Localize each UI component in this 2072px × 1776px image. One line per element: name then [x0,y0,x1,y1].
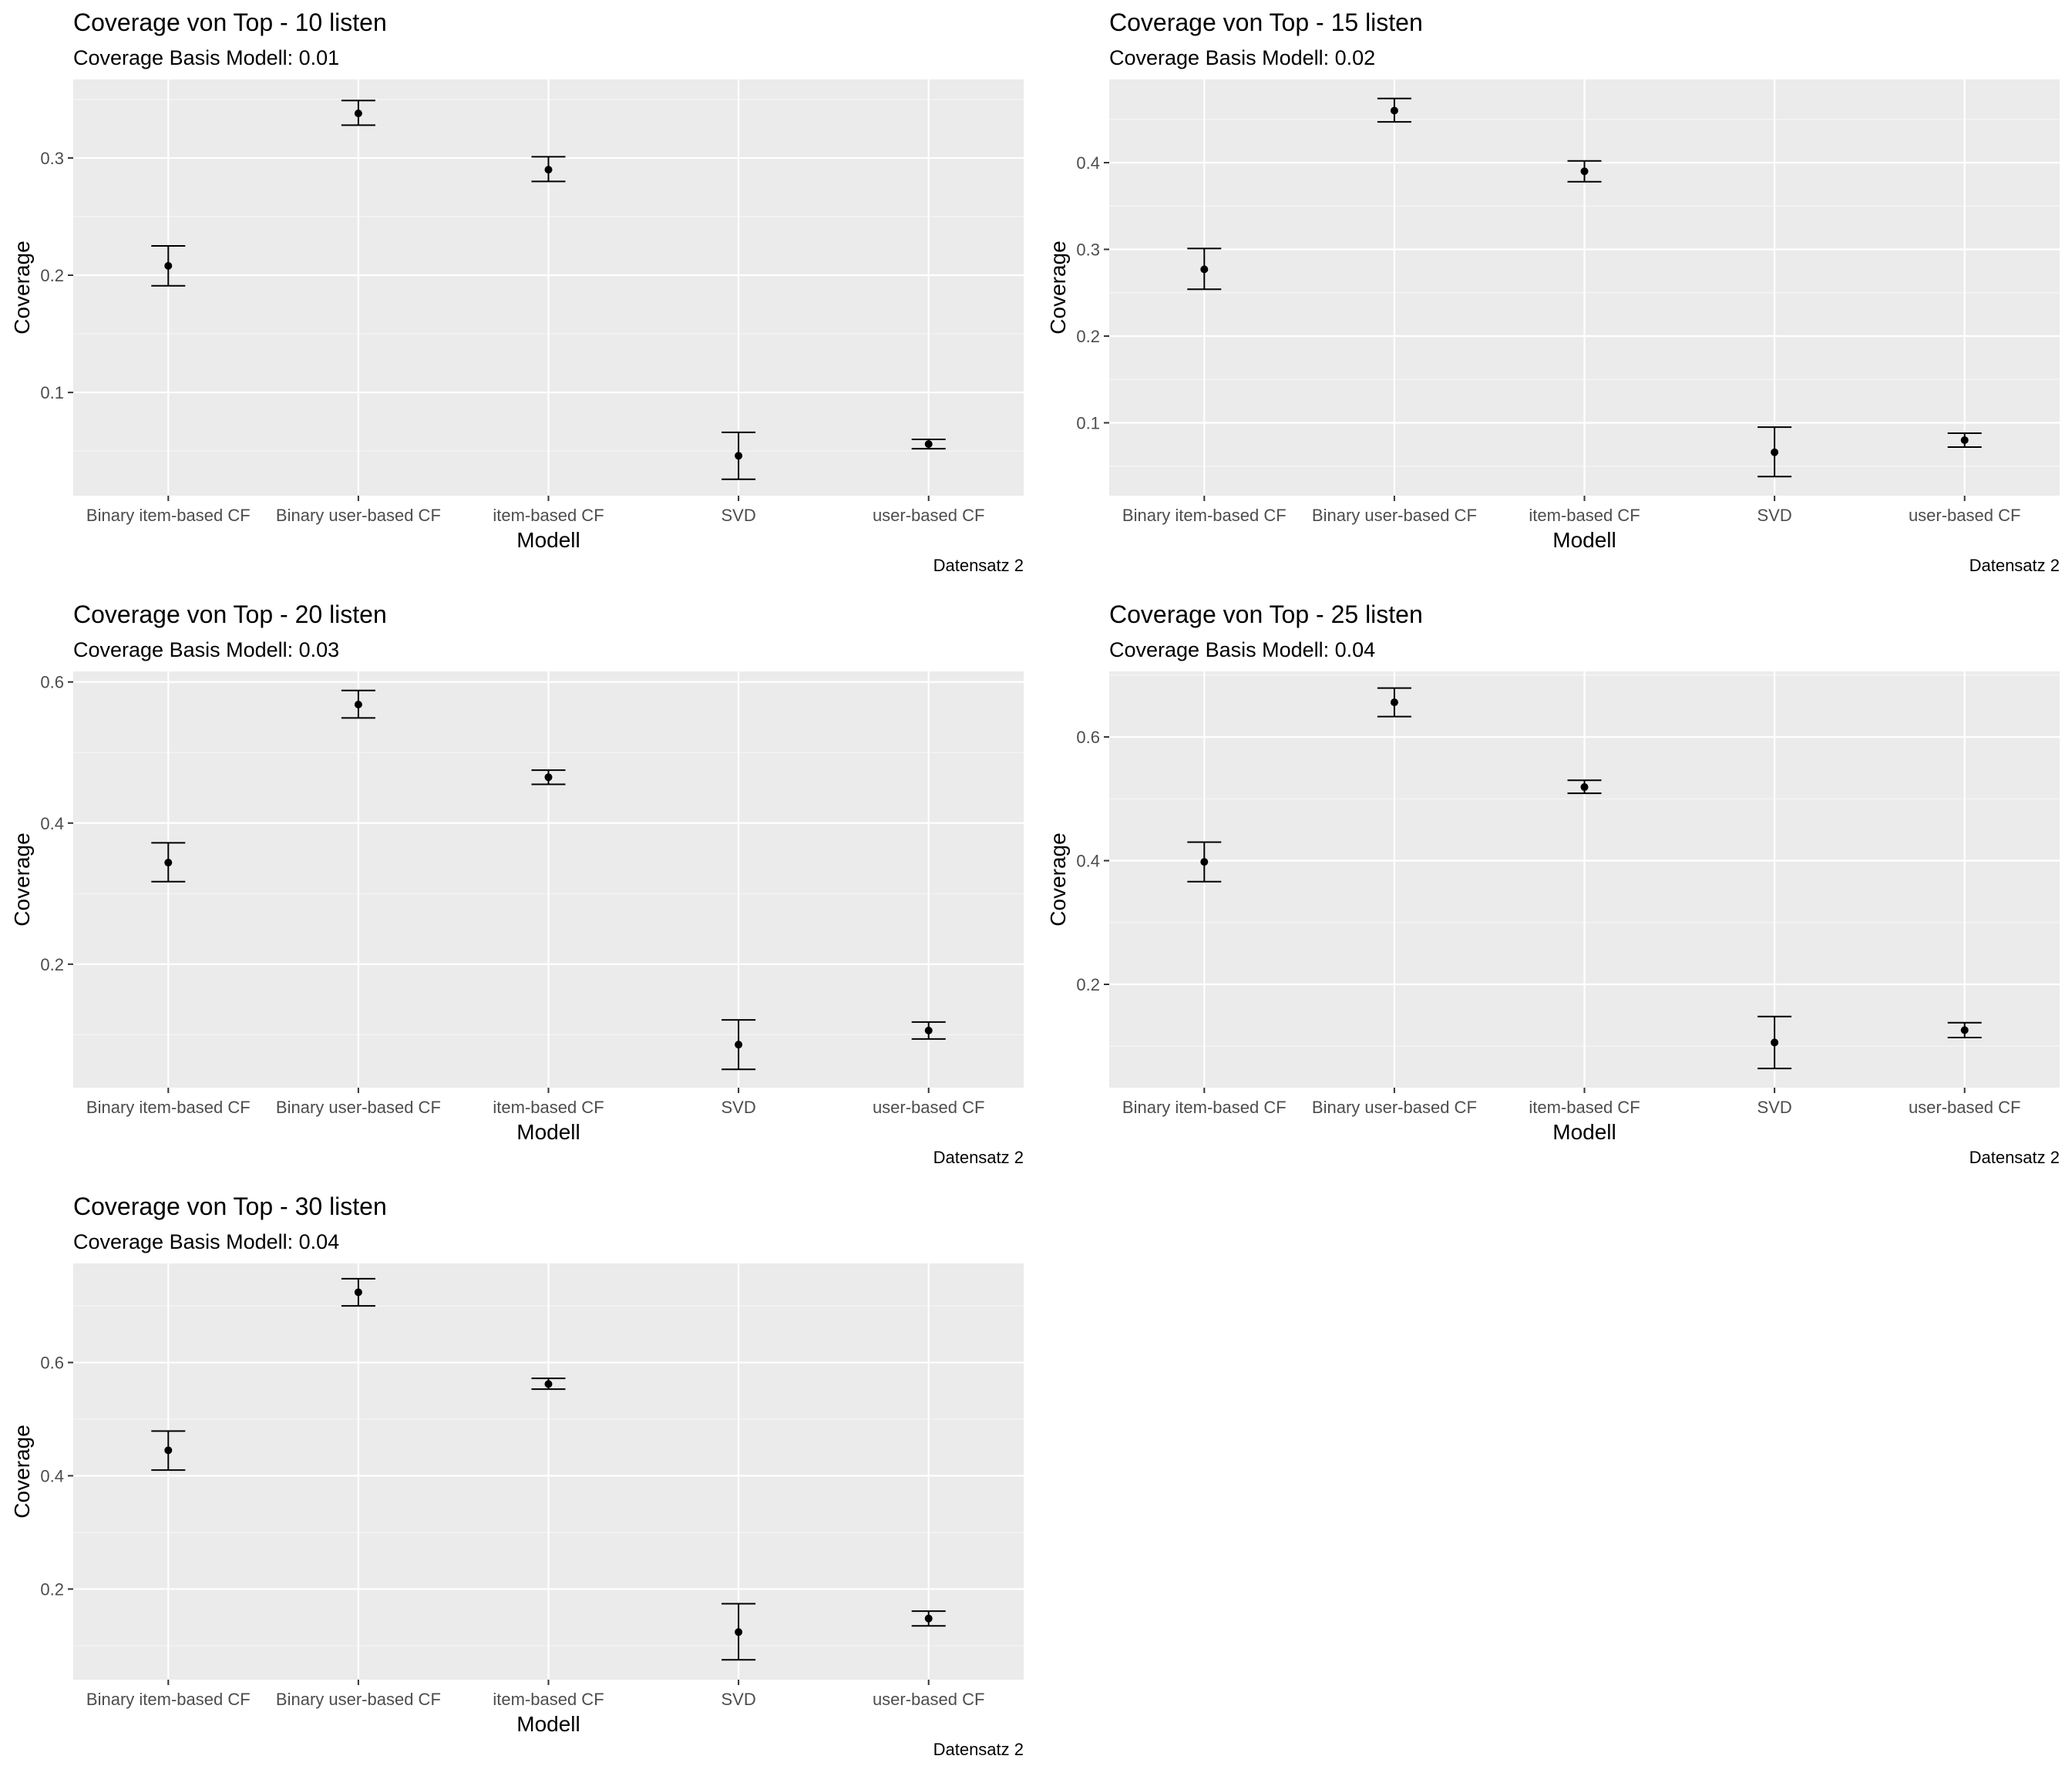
data-point [164,859,173,867]
x-tick-label: Binary item-based CF [86,1098,251,1117]
x-tick-label: Binary item-based CF [1122,506,1287,525]
chart-caption: Datensatz 2 [1969,556,2060,575]
x-tick-label: SVD [1757,1098,1791,1117]
y-tick-label: 0.2 [1076,327,1100,346]
x-tick-label: item-based CF [1529,506,1640,525]
x-axis-title: Modell [516,1120,580,1144]
y-axis-title: Coverage [10,1424,34,1518]
data-point [1200,265,1209,274]
chart-caption: Datensatz 2 [933,1740,1024,1759]
y-axis-title: Coverage [1046,832,1070,926]
x-tick-label: item-based CF [493,506,604,525]
data-point [1771,448,1779,456]
x-tick-label: user-based CF [873,1098,985,1117]
chart-caption: Datensatz 2 [933,1148,1024,1167]
chart-subtitle: Coverage Basis Modell: 0.01 [73,46,339,69]
x-tick-label: Binary item-based CF [86,1690,251,1709]
chart-title: Coverage von Top - 20 listen [73,600,387,628]
data-point [1390,698,1398,707]
x-tick-label: SVD [1757,506,1791,525]
x-tick-label: SVD [721,506,755,525]
x-tick-label: Binary user-based CF [1312,506,1477,525]
data-point [164,261,173,270]
data-point [924,1614,933,1623]
data-point [354,701,362,709]
y-tick-label: 0.4 [40,814,64,833]
data-point [735,1041,743,1049]
y-axis-title: Coverage [10,832,34,926]
y-tick-label: 0.4 [1076,852,1100,871]
y-tick-label: 0.6 [40,673,64,692]
x-tick-label: Binary user-based CF [1312,1098,1477,1117]
y-tick-label: 0.2 [1076,975,1100,994]
y-axis-title: Coverage [10,240,34,334]
data-point [544,166,553,174]
data-point [1771,1038,1779,1047]
chart-caption: Datensatz 2 [933,556,1024,575]
data-point [1960,1026,1969,1034]
data-point [924,440,933,449]
data-point [354,1288,362,1297]
y-tick-label: 0.3 [1076,240,1100,260]
y-tick-label: 0.4 [40,1467,64,1486]
chart-panel-4: Coverage von Top - 25 listen Coverage Bas… [1046,600,2060,1167]
x-tick-label: user-based CF [1909,1098,2021,1117]
y-tick-label: 0.6 [40,1354,64,1373]
y-tick-label: 0.2 [40,955,64,974]
data-point [544,1380,553,1388]
x-axis-title: Modell [516,1712,580,1736]
x-tick-label: user-based CF [1909,506,2021,525]
y-tick-label: 0.2 [40,266,64,285]
y-tick-label: 0.1 [40,383,64,402]
chart-panel-3: Coverage von Top - 20 listen Coverage Bas… [10,600,1024,1167]
data-point [354,109,362,118]
x-axis-title: Modell [1552,1120,1616,1144]
chart-caption: Datensatz 2 [1969,1148,2060,1167]
y-tick-label: 0.6 [1076,728,1100,747]
x-tick-label: user-based CF [873,1690,985,1709]
x-tick-label: Binary user-based CF [276,1098,441,1117]
data-point [544,773,553,782]
y-tick-label: 0.4 [1076,153,1100,173]
x-axis-title: Modell [516,528,580,552]
data-point [1960,436,1969,444]
x-tick-label: Binary user-based CF [276,506,441,525]
data-point [1390,106,1398,115]
chart-subtitle: Coverage Basis Modell: 0.02 [1109,46,1375,69]
chart-title: Coverage von Top - 30 listen [73,1192,387,1220]
x-axis-title: Modell [1552,528,1616,552]
data-point [735,1628,743,1636]
y-axis-title: Coverage [1046,240,1070,334]
data-point [1580,783,1589,792]
chart-title: Coverage von Top - 15 listen [1109,8,1423,36]
y-tick-label: 0.2 [40,1579,64,1599]
data-point [1580,167,1589,176]
y-tick-label: 0.1 [1076,414,1100,433]
chart-subtitle: Coverage Basis Modell: 0.03 [73,638,339,661]
y-tick-label: 0.3 [40,149,64,168]
x-tick-label: item-based CF [493,1098,604,1117]
data-point [1200,858,1209,866]
x-tick-label: item-based CF [493,1690,604,1709]
x-tick-label: SVD [721,1098,755,1117]
chart-title: Coverage von Top - 25 listen [1109,600,1423,628]
x-tick-label: user-based CF [873,506,985,525]
chart-title: Coverage von Top - 10 listen [73,8,387,36]
data-point [924,1026,933,1034]
x-tick-label: item-based CF [1529,1098,1640,1117]
chart-subtitle: Coverage Basis Modell: 0.04 [1109,638,1375,661]
data-point [164,1446,173,1455]
chart-subtitle: Coverage Basis Modell: 0.04 [73,1230,339,1253]
chart-panel-2: Coverage von Top - 15 listen Coverage Bas… [1046,8,2060,575]
x-tick-label: Binary item-based CF [86,506,251,525]
x-tick-label: Binary user-based CF [276,1690,441,1709]
chart-panel-5: Coverage von Top - 30 listen Coverage Bas… [10,1192,1024,1759]
x-tick-label: SVD [721,1690,755,1709]
data-point [735,452,743,460]
chart-panel-1: Coverage von Top - 10 listen Coverage Bas… [10,8,1024,575]
x-tick-label: Binary item-based CF [1122,1098,1287,1117]
